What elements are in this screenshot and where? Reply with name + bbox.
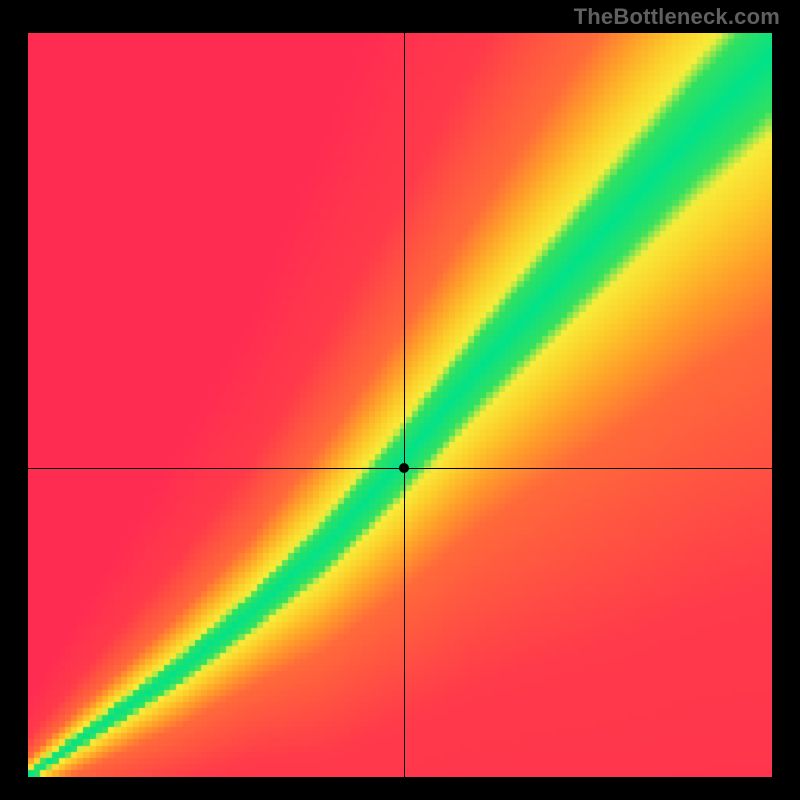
crosshair-marker [399, 463, 409, 473]
watermark-text: TheBottleneck.com [574, 4, 780, 30]
crosshair-vertical [404, 33, 405, 777]
plot-area [28, 33, 772, 777]
bottleneck-heatmap [28, 33, 772, 777]
